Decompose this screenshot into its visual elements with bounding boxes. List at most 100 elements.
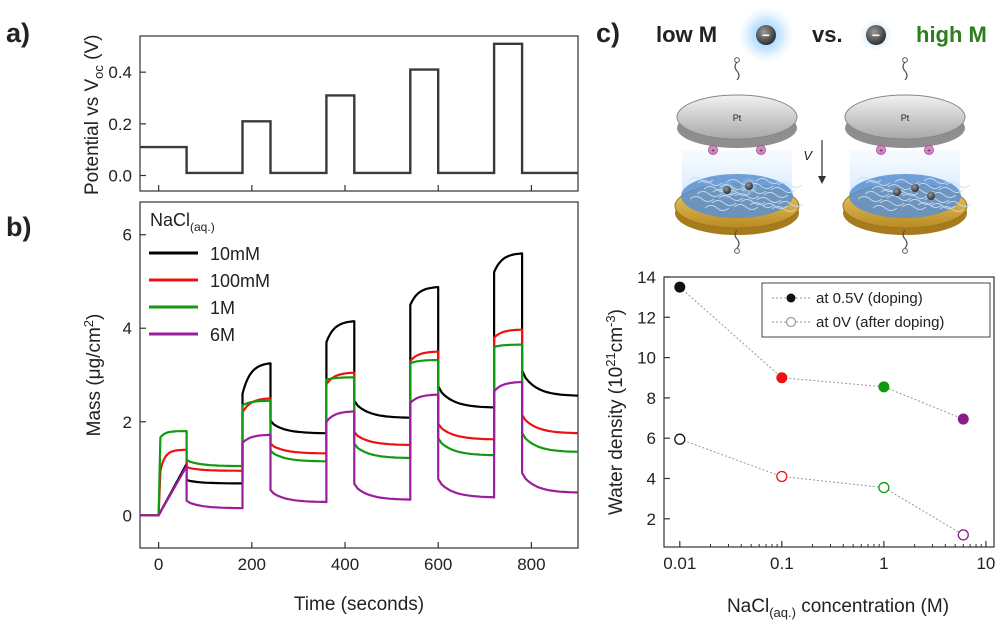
panel-label-a: a) bbox=[6, 18, 30, 48]
panel-b-xlabel: Time (seconds) bbox=[294, 594, 424, 615]
panel-label-b: b) bbox=[6, 212, 31, 242]
anion-symbol: − bbox=[762, 27, 770, 43]
panel-b-ytick-label: 4 bbox=[123, 319, 132, 338]
panel-b-series-1M bbox=[140, 343, 579, 517]
polymer-fiber bbox=[697, 180, 723, 186]
wire bbox=[902, 229, 908, 249]
panel-c-legend-label: at 0.5V (doping) bbox=[816, 290, 923, 307]
panel-b-frame bbox=[139, 201, 579, 549]
panel-c-ytick-label: 12 bbox=[637, 308, 656, 327]
polymer-fiber bbox=[733, 204, 759, 210]
polymer-fiber bbox=[856, 177, 882, 183]
voltage-arrow-icon bbox=[818, 176, 826, 184]
polymer-fiber bbox=[864, 191, 890, 197]
panel-b-ytick-label: 0 bbox=[123, 506, 132, 525]
polymer-fiber bbox=[777, 182, 803, 188]
polymer-fiber bbox=[734, 193, 760, 199]
polymer-fiber bbox=[879, 200, 905, 206]
panel-c-frame bbox=[663, 276, 995, 548]
polymer-fiber bbox=[939, 206, 965, 212]
voltage-arrow-label: V bbox=[803, 148, 813, 163]
panel-b-legend-label: 1M bbox=[210, 298, 235, 318]
panel-a-ytick-label: 0.0 bbox=[108, 167, 132, 186]
panel-b-xtick-label: 600 bbox=[424, 555, 452, 574]
panel-a-axes: 0.0 0.2 0.4 bbox=[108, 63, 533, 191]
cation-icon bbox=[924, 145, 934, 155]
polymer-fiber bbox=[887, 184, 913, 190]
wire bbox=[902, 61, 908, 81]
panel-c-xlabel: NaCl(aq.) concentration (M) bbox=[727, 596, 949, 620]
panel-b-ytick-label: 6 bbox=[123, 226, 132, 245]
panel-b-xtick-label: 0 bbox=[154, 555, 163, 574]
cation-icon bbox=[708, 145, 718, 155]
panel-c-legend-marker bbox=[785, 316, 797, 328]
panel-b-legend-title: NaCl(aq.) bbox=[150, 210, 215, 234]
polymer-fiber bbox=[778, 201, 804, 207]
panel-c-ytick-label: 4 bbox=[647, 469, 656, 488]
cation-icon bbox=[876, 145, 886, 155]
panel-c-ylabel: Water density (1021cm-3) bbox=[603, 309, 627, 515]
panel-c-connector-line bbox=[679, 286, 964, 420]
panel-label-c: c) bbox=[596, 18, 620, 48]
polymer-fiber bbox=[688, 177, 714, 183]
polymer-fiber bbox=[930, 203, 956, 209]
panel-c-xtick-label: 1 bbox=[879, 554, 888, 573]
panel-b-series bbox=[140, 252, 579, 517]
polymer-fiber bbox=[771, 206, 797, 212]
cation-symbol: + bbox=[759, 148, 763, 155]
electrochemical-cells: Pt + + Pt + + V bbox=[674, 57, 972, 254]
terminal bbox=[902, 57, 908, 63]
panel-c-point-doping bbox=[878, 381, 890, 393]
panel-c-point-after-doping bbox=[878, 481, 890, 494]
panel-c-point-doping bbox=[674, 281, 686, 293]
cation-symbol: + bbox=[927, 148, 931, 155]
polymer-fiber bbox=[740, 199, 766, 205]
pt-electrode bbox=[676, 94, 798, 140]
panel-c-ytick-label: 14 bbox=[637, 268, 656, 287]
polymer-fiber bbox=[696, 191, 722, 197]
panel-a-series bbox=[140, 42, 578, 175]
panel-a-chart: 0.0 0.2 0.4 Potential vs Voc (V) bbox=[82, 34, 579, 195]
panel-c-series bbox=[674, 281, 969, 541]
panel-b-legend-label: 100mM bbox=[210, 271, 270, 291]
panel-b-ytick-label: 2 bbox=[123, 413, 132, 432]
panel-c-legend: at 0.5V (doping) at 0V (after doping) bbox=[761, 282, 991, 338]
panel-c-xtick-label: 0.01 bbox=[663, 554, 696, 573]
polymer-fiber bbox=[762, 203, 788, 209]
cation-symbol: + bbox=[711, 148, 715, 155]
panel-c-schematic: low M − vs. − high M Pt + + Pt + + V bbox=[656, 7, 987, 254]
panel-b-legend: NaCl(aq.) 10mM 100mM 1M 6M bbox=[149, 210, 270, 345]
polymer-fiber bbox=[886, 195, 912, 201]
polymer-fiber bbox=[931, 192, 957, 198]
polymer-fiber bbox=[872, 205, 898, 211]
panel-c-axes: 2 4 6 8 10 12 14 0.01 0.1 1 10 bbox=[637, 268, 995, 573]
panel-b-xtick-label: 400 bbox=[331, 555, 359, 574]
panel-b-legend-label: 10mM bbox=[210, 244, 260, 264]
wire bbox=[734, 229, 740, 249]
polymer-fiber bbox=[711, 200, 737, 206]
polymer-fiber bbox=[865, 180, 891, 186]
anion-icon bbox=[927, 192, 935, 200]
panel-c-ytick-label: 10 bbox=[637, 349, 656, 368]
panel-b-series-10mM bbox=[140, 252, 579, 517]
anion-icon bbox=[723, 186, 731, 194]
anion-icon bbox=[866, 25, 886, 45]
panel-c-ytick-label: 2 bbox=[647, 510, 656, 529]
panel-b-series-100mM bbox=[140, 328, 578, 517]
polymer-fiber bbox=[756, 197, 782, 203]
panel-c-xtick-label: 10 bbox=[976, 554, 995, 573]
high-m-label: high M bbox=[916, 22, 987, 47]
polymer-fiber bbox=[908, 199, 934, 205]
polymer-fiber bbox=[916, 183, 942, 189]
terminal bbox=[734, 248, 740, 254]
polymer-fiber bbox=[857, 196, 883, 202]
pt-electrode-label: Pt bbox=[901, 113, 910, 123]
polymer-fiber bbox=[917, 202, 943, 208]
anion-symbol: − bbox=[872, 27, 880, 43]
panel-b-xtick-label: 800 bbox=[517, 555, 545, 574]
panel-c-legend-box bbox=[761, 282, 991, 338]
panel-b-chart: 0 2 4 6 0 200 400 600 800 NaCl(aq.) 10mM 100mM 1M 6… bbox=[81, 201, 579, 615]
panel-c-point-doping bbox=[957, 413, 969, 425]
